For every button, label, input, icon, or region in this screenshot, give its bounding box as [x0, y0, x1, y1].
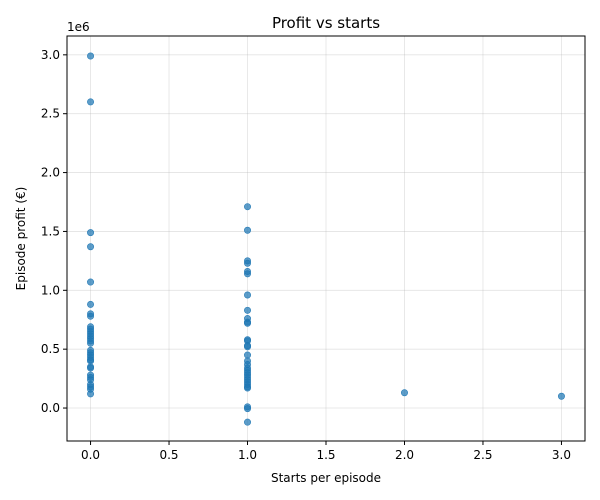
y-tick-label: 1.0 [41, 283, 60, 297]
y-tick-label: 2.5 [41, 107, 60, 121]
chart-title: Profit vs starts [272, 14, 380, 32]
scatter-point [87, 278, 95, 286]
scatter-point [87, 364, 95, 372]
data-points [87, 52, 565, 426]
scatter-point [244, 259, 252, 267]
scatter-point [244, 270, 252, 278]
scatter-point [400, 389, 408, 397]
scatter-point [87, 390, 95, 398]
scatter-point [244, 291, 252, 299]
scatter-point [557, 392, 565, 400]
scatter-point [244, 405, 252, 413]
x-tick-label: 1.5 [316, 448, 335, 462]
scatter-point [244, 351, 252, 359]
y-axis-offset-text: 1e6 [67, 20, 90, 34]
scatter-point [87, 339, 95, 347]
x-tick-label: 3.0 [552, 448, 571, 462]
x-tick-label: 1.0 [238, 448, 257, 462]
y-tick-label: 1.5 [41, 224, 60, 238]
scatter-point [244, 319, 252, 327]
y-tick-label: 3.0 [41, 48, 60, 62]
grid [67, 36, 585, 441]
scatter-point [87, 243, 95, 251]
scatter-point [244, 203, 252, 211]
x-tick-label: 0.5 [159, 448, 178, 462]
scatter-point [87, 229, 95, 237]
y-tick-label: 0.5 [41, 342, 60, 356]
scatter-point [244, 384, 252, 392]
x-tick-label: 2.5 [473, 448, 492, 462]
scatter-point [244, 418, 252, 426]
scatter-point [244, 343, 252, 351]
x-axis-ticks: 0.0 0.5 1.0 1.5 2.0 2.5 3.0 [81, 441, 571, 462]
scatter-point [87, 52, 95, 60]
scatter-point [87, 300, 95, 308]
x-axis-label: Starts per episode [271, 471, 381, 485]
scatter-point [87, 98, 95, 106]
y-tick-label: 0.0 [41, 401, 60, 415]
scatter-point [87, 357, 95, 365]
x-tick-label: 2.0 [395, 448, 414, 462]
scatter-point [244, 226, 252, 234]
y-axis-label: Episode profit (€) [14, 187, 28, 291]
y-tick-label: 2.0 [41, 166, 60, 180]
x-tick-label: 0.0 [81, 448, 100, 462]
y-axis-ticks: 0.0 0.5 1.0 1.5 2.0 2.5 3.0 [41, 48, 67, 415]
scatter-point [87, 312, 95, 320]
scatter-point [244, 306, 252, 314]
